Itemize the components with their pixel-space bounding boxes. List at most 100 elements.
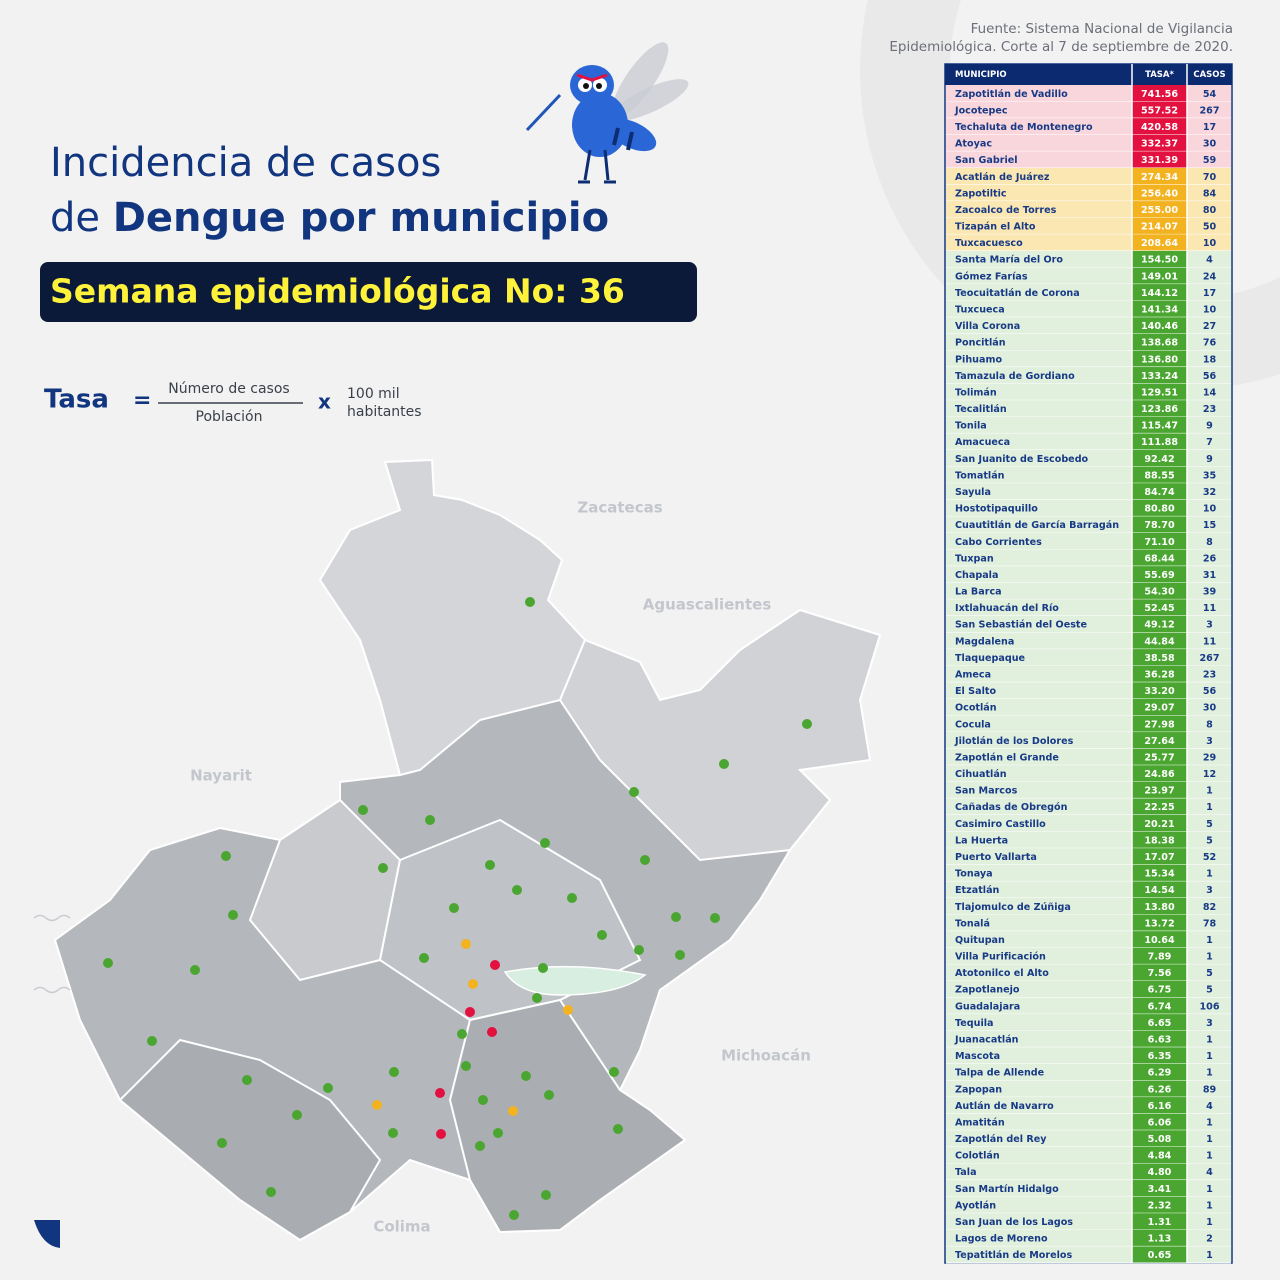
header-cell: MUNICIPIO — [955, 70, 1007, 80]
rate-cell — [1132, 815, 1187, 832]
rate-cell — [1132, 549, 1187, 567]
rate-cell — [1132, 980, 1187, 998]
rate-cell — [1132, 748, 1187, 766]
municipio-cell: Techaluta de Montenegro — [955, 122, 1093, 133]
tasa-cell: 14.54 — [1144, 885, 1175, 896]
rate-cell — [1132, 931, 1187, 948]
rate-cell — [1132, 118, 1187, 135]
rate-cell — [1132, 997, 1187, 1015]
municipio-cell: San Marcos — [955, 786, 1018, 797]
municipio-cell: Gómez Farías — [955, 270, 1028, 282]
tasa-cell: 13.80 — [1144, 902, 1175, 913]
casos-cell: 3 — [1206, 620, 1213, 631]
casos-cell: 27 — [1203, 321, 1216, 332]
rate-cell — [1132, 848, 1187, 865]
municipio-cell: San Juan de los Lagos — [955, 1217, 1073, 1228]
casos-cell: 1 — [1206, 802, 1213, 813]
casos-cell: 24 — [1203, 271, 1217, 282]
rate-cell — [1132, 516, 1187, 533]
tasa-cell: 420.58 — [1141, 122, 1178, 133]
header-cell: TASA* — [1145, 70, 1174, 80]
casos-cell: 5 — [1206, 835, 1213, 846]
rate-cell — [1132, 732, 1187, 749]
tasa-cell: 80.80 — [1144, 504, 1175, 515]
casos-cell: 17 — [1203, 122, 1216, 133]
municipio-cell: Villa Corona — [955, 321, 1020, 332]
municipio-cell: San Gabriel — [955, 155, 1018, 166]
tasa-cell: 25.77 — [1144, 752, 1174, 763]
municipio-cell: Teocuitatlán de Corona — [955, 287, 1080, 299]
municipality-dots — [103, 597, 812, 1220]
formula-times: x — [318, 390, 331, 414]
municipio-cell: Sayula — [955, 487, 991, 498]
casos-cell: 30 — [1203, 139, 1217, 150]
rate-cell — [1132, 400, 1187, 417]
rate-cell — [1132, 134, 1187, 152]
tasa-cell: 55.69 — [1144, 570, 1175, 581]
rate-cell — [1132, 964, 1187, 981]
casos-cell: 1 — [1206, 1134, 1213, 1145]
casos-cell: 23 — [1203, 404, 1216, 415]
municipio-cell: Juanacatlán — [954, 1034, 1019, 1046]
tasa-cell: 0.65 — [1148, 1250, 1172, 1261]
tasa-cell: 13.72 — [1144, 918, 1174, 929]
casos-cell: 5 — [1206, 968, 1213, 979]
casos-cell: 10 — [1203, 304, 1217, 315]
municipio-cell: Quitupan — [955, 935, 1005, 946]
tasa-cell: 54.30 — [1144, 587, 1175, 598]
tasa-cell: 49.12 — [1144, 620, 1174, 631]
tasa-cell: 33.20 — [1144, 686, 1175, 697]
municipio-cell: Etzatlán — [955, 884, 1000, 896]
rate-cell — [1132, 416, 1187, 434]
casos-cell: 32 — [1203, 487, 1216, 498]
region-sur — [448, 998, 687, 1234]
municipio-cell: Zapopan — [955, 1084, 1002, 1095]
casos-cell: 11 — [1203, 603, 1217, 614]
municipio-cell: La Huerta — [955, 835, 1008, 846]
state-label: Colima — [373, 1218, 430, 1236]
tasa-cell: 149.01 — [1141, 271, 1178, 282]
casos-cell: 9 — [1206, 454, 1213, 465]
casos-cell: 10 — [1203, 238, 1217, 249]
casos-cell: 1 — [1206, 1217, 1213, 1228]
casos-cell: 56 — [1203, 371, 1217, 382]
casos-cell: 267 — [1199, 105, 1219, 116]
municipio-cell: Cocula — [955, 719, 991, 730]
tasa-cell: 741.56 — [1141, 89, 1178, 100]
municipio-cell: Tuxcueca — [955, 304, 1005, 315]
municipio-cell: Autlán de Navarro — [955, 1100, 1054, 1112]
rate-cell — [1132, 1113, 1187, 1131]
municipio-cell: Poncitlán — [955, 337, 1006, 349]
row-background — [946, 416, 1231, 434]
rate-cell — [1132, 1146, 1187, 1164]
casos-cell: 70 — [1203, 172, 1217, 183]
rate-cell — [1132, 914, 1187, 932]
municipio-cell: Santa María del Oro — [955, 254, 1063, 266]
tasa-cell: 144.12 — [1141, 288, 1178, 299]
casos-cell: 1 — [1206, 786, 1213, 797]
tasa-cell: 214.07 — [1141, 222, 1178, 233]
casos-cell: 78 — [1203, 918, 1217, 929]
tasa-cell: 27.98 — [1144, 719, 1175, 730]
casos-cell: 82 — [1203, 902, 1216, 913]
rate-cell — [1132, 1097, 1187, 1114]
casos-cell: 1 — [1206, 1051, 1213, 1062]
week-banner — [40, 262, 697, 322]
casos-cell: 80 — [1203, 205, 1217, 216]
state-label: Michoacán — [721, 1047, 811, 1065]
rate-cell — [1132, 566, 1187, 583]
source-line2: Epidemiológica. Corte al 7 de septiembre… — [889, 39, 1233, 55]
municipio-cell: Lagos de Moreno — [955, 1234, 1048, 1245]
rate-cell — [1132, 167, 1187, 185]
tasa-cell: 4.84 — [1148, 1151, 1172, 1162]
tasa-cell: 6.35 — [1148, 1051, 1172, 1062]
tasa-cell: 23.97 — [1144, 786, 1174, 797]
tasa-cell: 24.86 — [1144, 769, 1175, 780]
tasa-cell: 6.16 — [1148, 1101, 1172, 1112]
casos-cell: 11 — [1203, 636, 1217, 647]
region-costa-sur — [118, 1038, 382, 1242]
tasa-cell: 4.80 — [1148, 1167, 1172, 1178]
rate-cell — [1132, 1229, 1187, 1247]
municipio-cell: Zapotlanejo — [955, 985, 1020, 996]
casos-cell: 8 — [1206, 537, 1213, 548]
